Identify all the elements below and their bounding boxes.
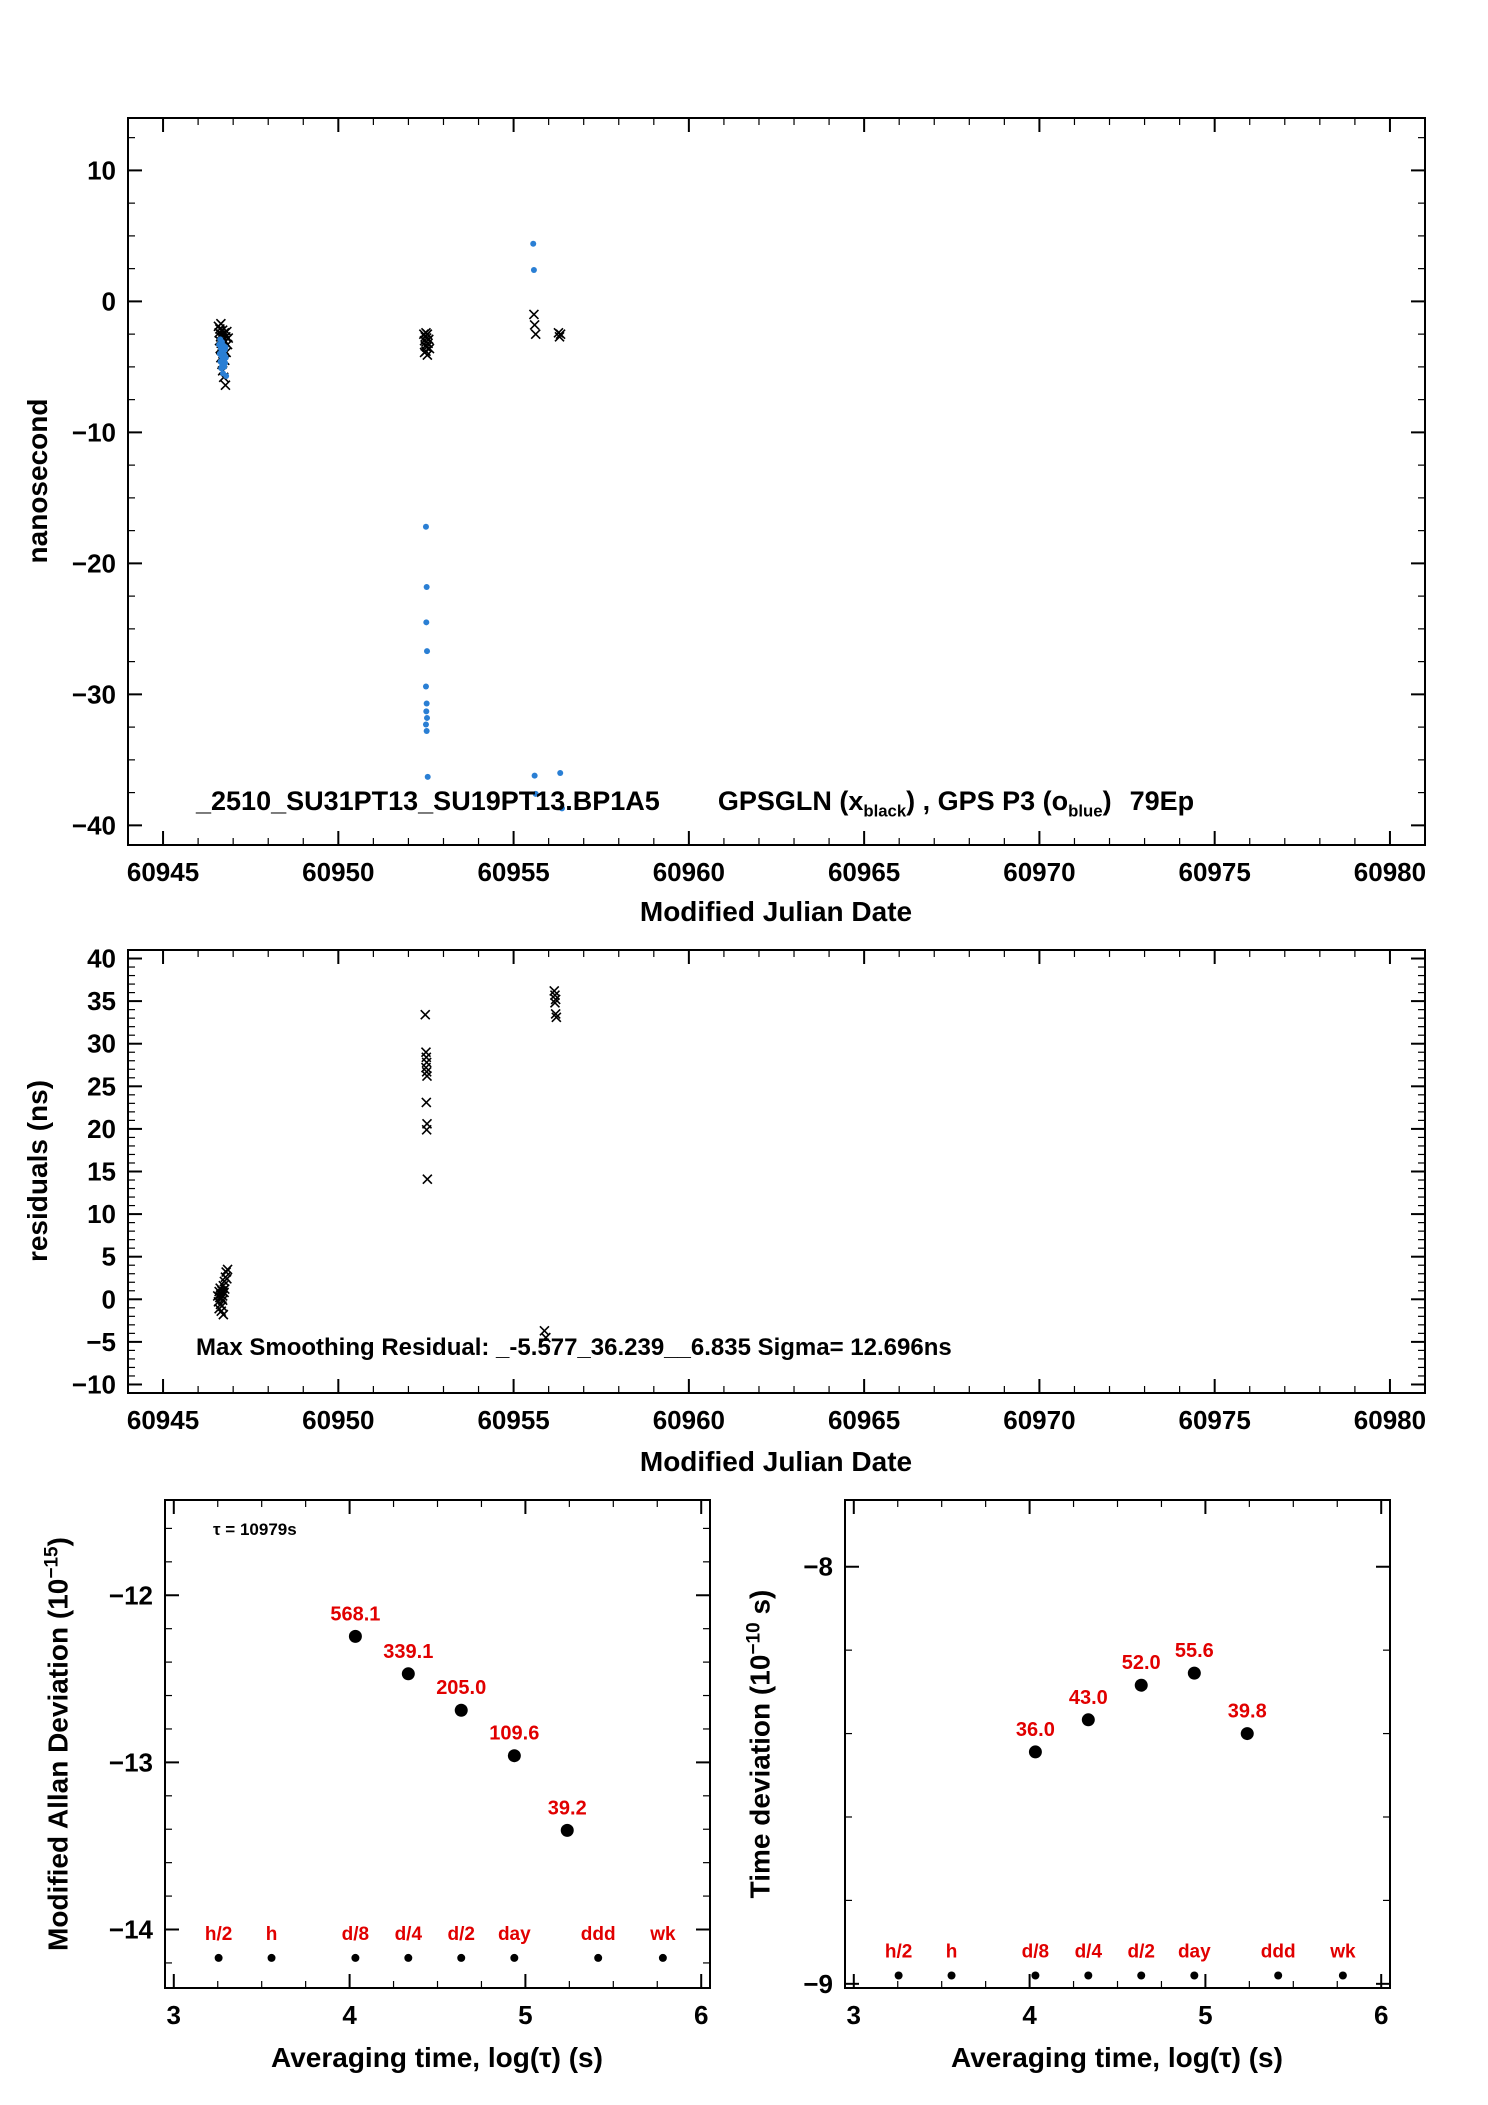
- svg-text:0: 0: [102, 286, 116, 316]
- svg-text:h: h: [946, 1941, 958, 1962]
- tdev-ylabel-main: Time deviation (10: [744, 1654, 776, 1899]
- svg-text:20: 20: [87, 1114, 116, 1144]
- svg-text:h: h: [266, 1924, 278, 1945]
- svg-text:−10: −10: [72, 417, 116, 447]
- svg-text:6: 6: [694, 2000, 708, 2030]
- svg-text:52.0: 52.0: [1122, 1652, 1161, 1674]
- mdev-ylabel-main: Modified Allan Deviation (10: [42, 1578, 74, 1951]
- svg-text:568.1: 568.1: [330, 1603, 380, 1625]
- title-code: 79Ep: [1129, 786, 1195, 816]
- svg-text:25: 25: [87, 1071, 116, 1101]
- svg-text:60970: 60970: [1003, 1405, 1075, 1435]
- svg-text:3: 3: [167, 2000, 181, 2030]
- svg-text:5: 5: [1198, 2000, 1212, 2030]
- top-chart-title: _2510_SU31PT13_SU19PT13.BP1A5 GPSGLN (xbl…: [196, 786, 1194, 821]
- svg-text:5: 5: [102, 1242, 116, 1272]
- tdev-ylabel-tail: s): [744, 1589, 776, 1623]
- residuals-xlabel: Modified Julian Date: [639, 1446, 913, 1477]
- svg-text:60980: 60980: [1354, 1405, 1426, 1435]
- title-sys2-sub: blue: [1068, 801, 1103, 821]
- tdev-ylabel: Time deviation (10−10 s): [743, 1590, 776, 1899]
- tau-note: τ = 10979s: [213, 1520, 297, 1539]
- title-paren: ): [1102, 786, 1112, 816]
- svg-text:3: 3: [847, 2000, 861, 2030]
- svg-text:10: 10: [87, 1199, 116, 1229]
- svg-text:5: 5: [518, 2000, 532, 2030]
- svg-text:43.0: 43.0: [1069, 1687, 1108, 1709]
- svg-text:d/8: d/8: [342, 1924, 369, 1945]
- residuals-ylabel: residuals (ns): [22, 1079, 53, 1263]
- svg-text:−30: −30: [72, 679, 116, 709]
- svg-text:d/2: d/2: [1128, 1941, 1155, 1962]
- title-sys1: GPSGLN (x: [717, 786, 864, 816]
- svg-text:h/2: h/2: [885, 1941, 912, 1962]
- svg-text:d/2: d/2: [448, 1924, 475, 1945]
- smoothing-residual-note: Max Smoothing Residual: _-5.577_36.239__…: [196, 1334, 952, 1361]
- svg-text:−13: −13: [109, 1747, 153, 1777]
- title-sys1-sub: black: [863, 801, 907, 821]
- svg-text:40: 40: [87, 944, 116, 974]
- svg-text:36.0: 36.0: [1016, 1719, 1055, 1741]
- top-chart-ylabel: nanosecond: [22, 398, 53, 564]
- svg-text:4: 4: [342, 2000, 357, 2030]
- svg-text:6: 6: [1374, 2000, 1388, 2030]
- svg-text:60980: 60980: [1354, 857, 1426, 887]
- tdev-xlabel: Averaging time, log(τ) (s): [951, 2042, 1283, 2073]
- svg-text:wk: wk: [649, 1924, 676, 1945]
- svg-text:−12: −12: [109, 1580, 153, 1610]
- svg-text:−9: −9: [803, 1969, 833, 1999]
- svg-text:0: 0: [102, 1284, 116, 1314]
- svg-text:60970: 60970: [1003, 857, 1075, 887]
- mdev-xlabel: Averaging time, log(τ) (s): [271, 2042, 603, 2073]
- svg-text:−5: −5: [86, 1327, 116, 1357]
- svg-text:d/4: d/4: [1075, 1941, 1103, 1962]
- svg-text:day: day: [1178, 1941, 1211, 1962]
- svg-text:60965: 60965: [828, 857, 900, 887]
- svg-text:−8: −8: [803, 1552, 833, 1582]
- mdev-ylabel: Modified Allan Deviation (10−15): [41, 1537, 74, 1951]
- top-chart-xlabel: Modified Julian Date: [639, 896, 913, 927]
- svg-text:−14: −14: [109, 1915, 154, 1945]
- svg-text:39.2: 39.2: [548, 1797, 587, 1819]
- svg-text:ddd: ddd: [1261, 1941, 1296, 1962]
- svg-text:60955: 60955: [477, 857, 549, 887]
- svg-text:10: 10: [87, 155, 116, 185]
- svg-text:60960: 60960: [653, 1405, 725, 1435]
- svg-text:60950: 60950: [302, 1405, 374, 1435]
- svg-text:60975: 60975: [1179, 857, 1251, 887]
- svg-text:339.1: 339.1: [383, 1641, 433, 1663]
- svg-text:60945: 60945: [127, 857, 199, 887]
- svg-text:205.0: 205.0: [436, 1677, 486, 1699]
- svg-text:−10: −10: [72, 1369, 116, 1399]
- mdev-ylabel-tail: ): [42, 1537, 74, 1547]
- tdev-ylabel-sup: −10: [743, 1622, 765, 1655]
- svg-text:d/4: d/4: [395, 1924, 423, 1945]
- svg-text:109.6: 109.6: [489, 1723, 539, 1745]
- svg-text:60955: 60955: [477, 1405, 549, 1435]
- svg-text:d/8: d/8: [1022, 1941, 1049, 1962]
- svg-text:−20: −20: [72, 548, 116, 578]
- svg-text:h/2: h/2: [205, 1924, 232, 1945]
- svg-text:30: 30: [87, 1029, 116, 1059]
- svg-text:60975: 60975: [1179, 1405, 1251, 1435]
- title-mid: ) , GPS P3 (o: [906, 786, 1069, 816]
- svg-text:35: 35: [87, 986, 116, 1016]
- svg-text:55.6: 55.6: [1175, 1640, 1214, 1662]
- svg-text:60950: 60950: [302, 857, 374, 887]
- svg-text:60945: 60945: [127, 1405, 199, 1435]
- svg-text:60965: 60965: [828, 1405, 900, 1435]
- svg-text:day: day: [498, 1924, 531, 1945]
- svg-text:39.8: 39.8: [1228, 1701, 1267, 1723]
- svg-text:60960: 60960: [653, 857, 725, 887]
- svg-text:4: 4: [1022, 2000, 1037, 2030]
- svg-text:15: 15: [87, 1157, 116, 1187]
- svg-text:−40: −40: [72, 810, 116, 840]
- title-file: _2510_SU31PT13_SU19PT13.BP1A5: [196, 786, 660, 816]
- mdev-ylabel-sup: −15: [41, 1546, 63, 1579]
- svg-text:wk: wk: [1329, 1941, 1356, 1962]
- svg-text:ddd: ddd: [581, 1924, 616, 1945]
